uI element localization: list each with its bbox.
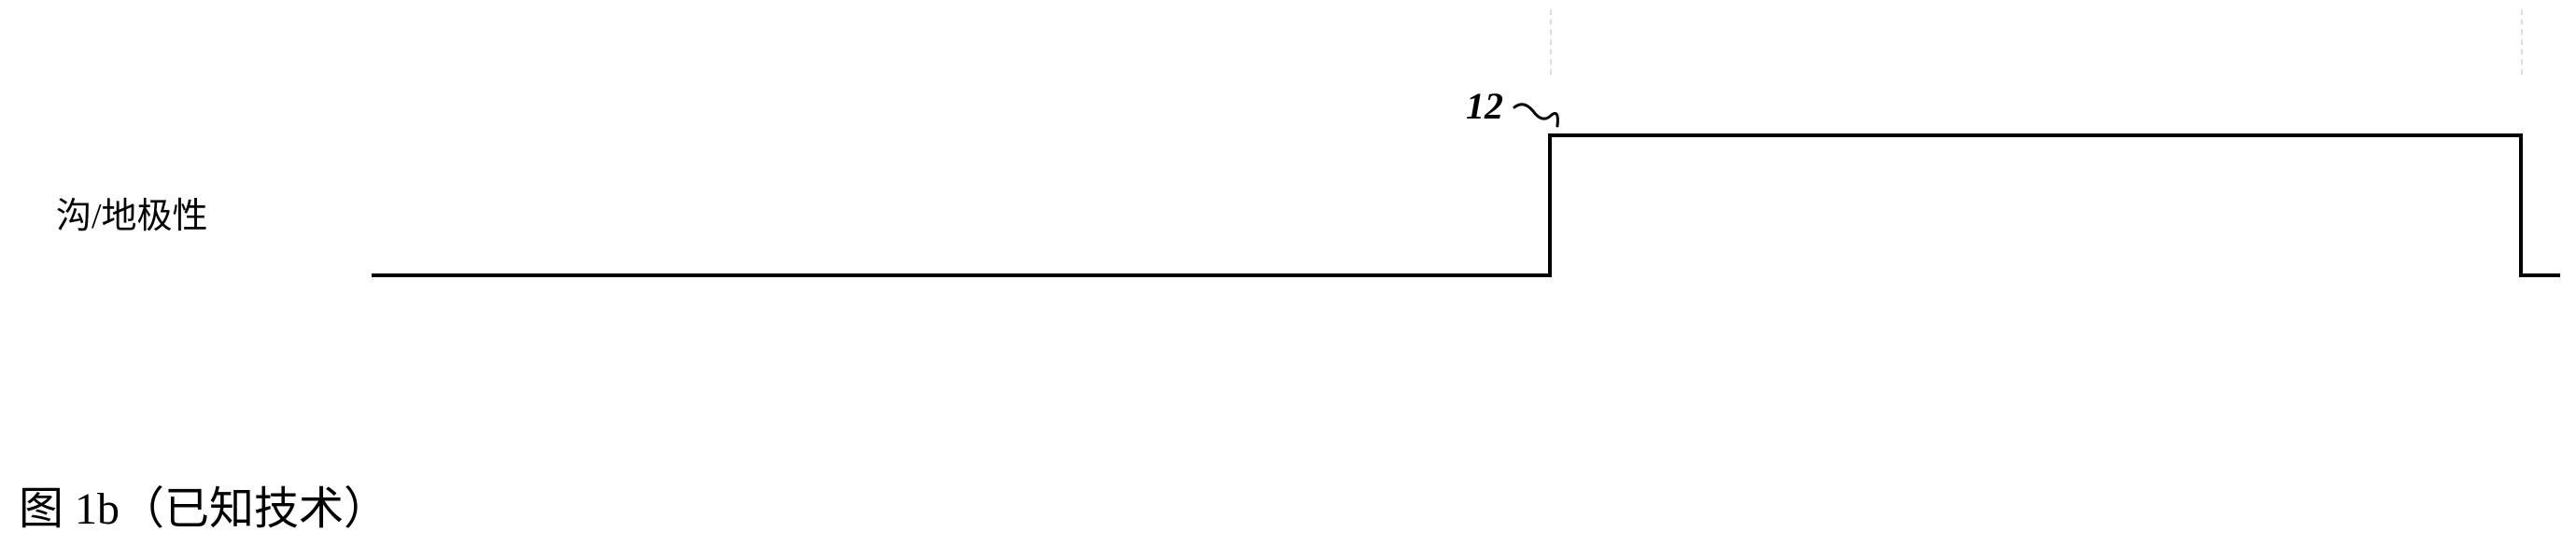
figure-caption: 图 1b（已知技术） [19, 471, 388, 537]
step-waveform [0, 0, 2576, 546]
